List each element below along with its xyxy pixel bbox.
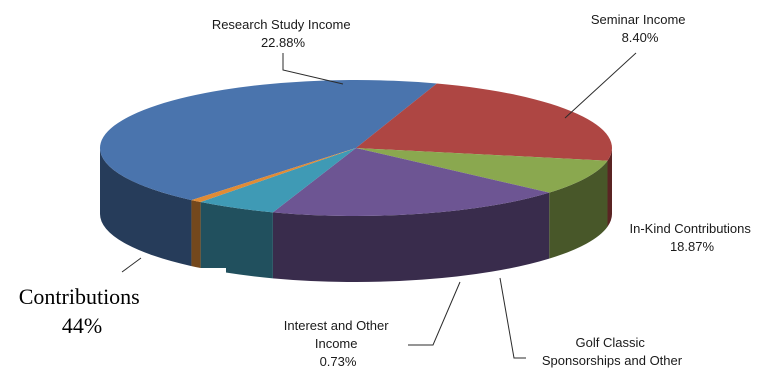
slice-interest-and-other-income: [191, 148, 356, 203]
slice-side-golf-classic-sponsorships-and-other: [200, 202, 273, 279]
pie-slices: [100, 80, 612, 216]
svg-text:Golf Classic Sponsorships: Golf Classic Sponsorships and Other: [542, 335, 683, 368]
contributions-leader-line: [121, 257, 142, 273]
slice-side-in-kind-contributions: [272, 192, 550, 282]
contributions-value: 44%: [62, 313, 102, 338]
golf-leader-line: [499, 277, 526, 359]
research-value: 22.88%: [261, 35, 306, 50]
svg-text:Seminar Income 8.40%: Seminar Income 8.40%: [591, 12, 689, 45]
interest-value: 0.73%: [320, 354, 357, 369]
interest-leader-line: [408, 281, 461, 346]
slice-seminar-income: [356, 148, 608, 193]
svg-text:In-Kind Contributions 18.8: In-Kind Contributions 18.87%: [629, 221, 754, 254]
svg-text:Research Study Income 22.8: Research Study Income 22.88%: [212, 17, 354, 50]
contributions-label: Contributions: [19, 284, 140, 309]
slice-side-seminar-income: [549, 160, 608, 259]
inkind-label: In-Kind Contributions: [629, 221, 751, 236]
seminar-leader-line: [564, 52, 637, 119]
research-label: Research Study Income: [212, 17, 351, 32]
seminar-value: 8.40%: [622, 30, 659, 45]
interest-label-line2: Income: [315, 336, 358, 351]
slice-contributions: [100, 80, 437, 201]
research-leader-line: [282, 53, 344, 85]
golf-label-line1: Golf Classic: [576, 335, 646, 350]
svg-text:Contributions 44%: Contributions 44%: [19, 284, 146, 338]
slice-golf-classic-sponsorships-and-other: [200, 148, 356, 213]
svg-text:Interest and Other Income: Interest and Other Income 0.73%: [284, 318, 392, 369]
pie-sides: [100, 148, 612, 282]
interest-label-line1: Interest and Other: [284, 318, 389, 333]
golf-label-line2: Sponsorships and Other: [542, 353, 683, 368]
slice-side-contributions: [100, 148, 192, 267]
label-background-patch: [0, 268, 226, 371]
inkind-value: 18.87%: [670, 239, 715, 254]
slice-in-kind-contributions: [272, 148, 550, 216]
slice-research-study-income: [356, 83, 612, 161]
slice-side-research-study-income: [607, 148, 612, 227]
seminar-label: Seminar Income: [591, 12, 686, 27]
slice-side-interest-and-other-income: [191, 200, 201, 269]
